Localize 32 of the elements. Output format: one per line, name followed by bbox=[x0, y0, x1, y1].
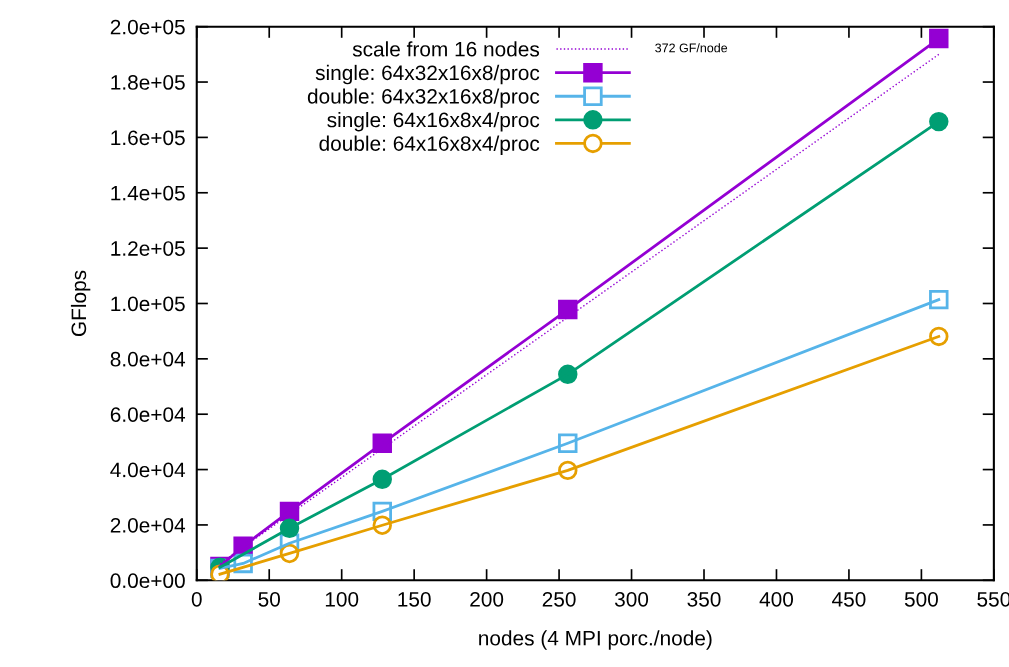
y-tick-label: 6.0e+04 bbox=[110, 407, 186, 422]
y-tick-label: 4.0e+04 bbox=[110, 462, 186, 478]
point bbox=[929, 111, 949, 132]
x-tick-label: 200 bbox=[470, 591, 504, 607]
x-tick-label: 450 bbox=[832, 591, 866, 607]
legend-label: double: 64x32x16x8/proc bbox=[307, 88, 540, 108]
x-axis-title: nodes (4 MPI porc./node) bbox=[479, 630, 712, 650]
x-tick-label: 300 bbox=[614, 591, 649, 607]
y-tick-label: 1.2e+05 bbox=[111, 241, 185, 256]
annotation: 372 GF/node bbox=[655, 43, 728, 53]
point bbox=[929, 28, 949, 49]
y-tick-label: 1.4e+05 bbox=[111, 185, 185, 201]
x-tick-label: 500 bbox=[904, 591, 938, 607]
y-tick-label: 8.0e+04 bbox=[110, 351, 186, 367]
x-tick-label: 350 bbox=[687, 591, 721, 607]
y-tick-label: 0.0e+00 bbox=[110, 573, 185, 589]
x-tick-label: 100 bbox=[325, 591, 359, 607]
y-axis-title: GFlops bbox=[70, 270, 91, 337]
y-tick-label: 2.0e+04 bbox=[110, 517, 186, 533]
x-tick-label: 150 bbox=[398, 591, 431, 607]
y-tick-label: 2.0e+05 bbox=[110, 19, 185, 35]
y-tick-label: 1.0e+05 bbox=[111, 296, 185, 312]
y-tick-label: 1.8e+05 bbox=[111, 75, 185, 90]
legend-label: scale from 16 nodes bbox=[352, 41, 540, 57]
legend-label: double: 64x16x8x4/proc bbox=[319, 135, 540, 156]
x-tick-label: 50 bbox=[258, 591, 280, 607]
legend-label: single: 64x32x16x8/proc bbox=[315, 64, 540, 85]
x-tick-label: 400 bbox=[759, 591, 794, 607]
x-tick-label: 0 bbox=[191, 591, 202, 607]
legend-label: single: 64x16x8x4/proc bbox=[327, 112, 540, 132]
y-tick-label: 1.6e+05 bbox=[111, 130, 185, 146]
x-tick-label: 250 bbox=[542, 591, 576, 607]
